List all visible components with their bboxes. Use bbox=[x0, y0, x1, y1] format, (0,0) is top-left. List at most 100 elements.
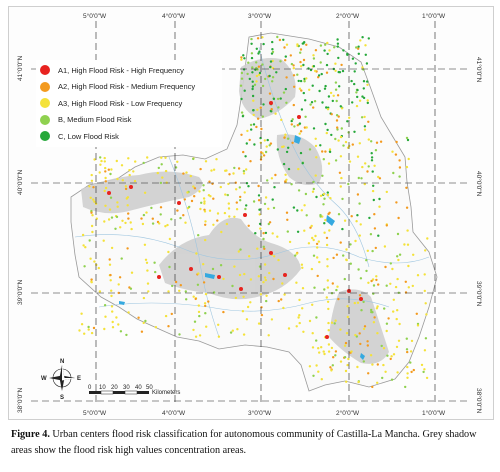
town-point bbox=[383, 307, 386, 310]
legend-label: A1, High Flood Risk - High Frequency bbox=[58, 65, 184, 75]
town-point bbox=[326, 265, 329, 268]
town-point bbox=[301, 266, 304, 269]
town-point bbox=[314, 144, 318, 148]
town-point bbox=[356, 214, 359, 217]
town-point bbox=[319, 44, 323, 47]
town-point bbox=[195, 252, 198, 255]
town-point bbox=[395, 201, 398, 204]
town-point bbox=[365, 269, 368, 273]
town-point bbox=[266, 179, 269, 182]
town-point bbox=[307, 67, 310, 70]
town-point bbox=[377, 234, 380, 237]
town-point bbox=[293, 85, 296, 89]
town-point bbox=[127, 311, 130, 314]
town-point bbox=[235, 188, 238, 191]
town-point bbox=[370, 156, 374, 159]
town-point bbox=[299, 48, 303, 51]
town-point bbox=[405, 165, 409, 169]
town-point bbox=[335, 114, 339, 117]
town-point bbox=[205, 325, 208, 328]
town-point bbox=[284, 55, 287, 58]
town-point bbox=[375, 278, 378, 282]
town-point bbox=[426, 237, 429, 240]
town-point bbox=[305, 43, 308, 46]
town-point bbox=[329, 366, 332, 369]
town-point bbox=[317, 370, 320, 373]
town-point bbox=[242, 295, 245, 298]
town-point bbox=[382, 347, 386, 350]
town-point bbox=[312, 127, 316, 130]
town-point bbox=[322, 158, 325, 161]
shadow-area-central bbox=[159, 217, 301, 300]
town-point bbox=[361, 66, 364, 69]
legend-label: A2, High Flood Risk - Medium Frequency bbox=[58, 82, 196, 92]
town-point bbox=[296, 209, 299, 212]
lon-label-bottom: 4°0'0"W bbox=[162, 409, 186, 417]
town-point bbox=[274, 112, 277, 115]
town-point bbox=[366, 80, 369, 83]
caption-text: Urban centers flood risk classification … bbox=[11, 429, 477, 456]
town-point bbox=[93, 158, 96, 161]
town-point bbox=[167, 250, 170, 254]
town-point bbox=[111, 310, 114, 313]
town-point bbox=[395, 317, 398, 321]
town-point bbox=[159, 213, 162, 216]
town-point bbox=[271, 198, 274, 201]
high-risk-point bbox=[129, 185, 133, 189]
high-risk-point bbox=[269, 101, 273, 105]
town-point bbox=[271, 76, 275, 79]
town-point bbox=[309, 103, 312, 106]
town-point bbox=[250, 37, 253, 41]
town-point bbox=[207, 300, 210, 303]
town-point bbox=[246, 305, 250, 309]
town-point bbox=[345, 332, 349, 335]
town-point bbox=[260, 155, 263, 159]
town-point bbox=[268, 221, 272, 224]
legend-item-a1: A1, High Flood Risk - High Frequency bbox=[40, 62, 218, 79]
town-point bbox=[346, 53, 349, 56]
town-point bbox=[304, 192, 308, 196]
town-point bbox=[354, 239, 357, 243]
town-point bbox=[193, 187, 197, 190]
town-point bbox=[407, 264, 410, 268]
town-point bbox=[182, 172, 185, 175]
town-point bbox=[140, 217, 143, 220]
town-point bbox=[334, 62, 337, 65]
town-point bbox=[377, 283, 380, 286]
legend-item-c: C, Low Flood Risk bbox=[40, 128, 218, 145]
rivers bbox=[74, 46, 430, 338]
town-point bbox=[185, 171, 188, 174]
town-point bbox=[334, 159, 338, 162]
town-point bbox=[412, 368, 415, 372]
town-point bbox=[124, 185, 128, 188]
town-point bbox=[346, 363, 349, 367]
lat-label-left: 41°0'0"N bbox=[16, 55, 24, 81]
town-point bbox=[423, 289, 426, 293]
town-point bbox=[362, 68, 365, 71]
town-point bbox=[291, 141, 294, 144]
compass-n-label: N bbox=[60, 359, 64, 365]
town-point bbox=[264, 150, 268, 154]
town-point bbox=[398, 253, 402, 256]
town-point bbox=[204, 312, 207, 315]
town-point bbox=[89, 257, 92, 260]
town-point bbox=[300, 89, 303, 92]
town-point bbox=[366, 99, 369, 102]
town-point bbox=[239, 195, 242, 199]
town-point bbox=[90, 278, 93, 281]
compass-s-label: S bbox=[60, 395, 64, 401]
town-point bbox=[254, 232, 257, 235]
town-point bbox=[334, 350, 338, 353]
town-point bbox=[313, 100, 317, 103]
town-point bbox=[257, 52, 260, 55]
lat-label-right: 41°0'0"N bbox=[475, 57, 483, 83]
town-point bbox=[197, 272, 200, 275]
town-point bbox=[356, 301, 360, 304]
town-point bbox=[204, 304, 207, 308]
town-point bbox=[328, 49, 331, 52]
town-point bbox=[284, 59, 287, 62]
town-point bbox=[391, 150, 394, 153]
town-point bbox=[251, 80, 254, 83]
town-point bbox=[280, 118, 283, 122]
town-point bbox=[285, 43, 289, 46]
